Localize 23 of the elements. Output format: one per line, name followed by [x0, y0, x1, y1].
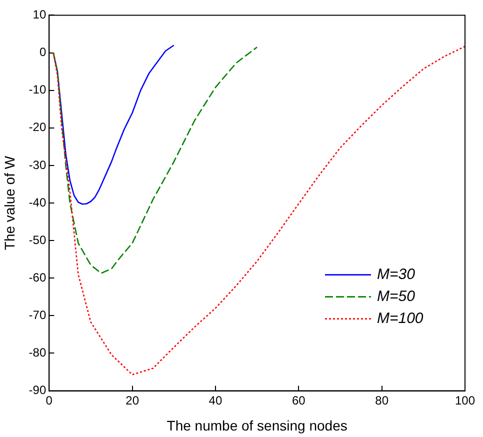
- y-tick-label: -20: [28, 120, 46, 134]
- y-tick-label: -70: [28, 308, 46, 322]
- y-tick-label: -80: [28, 346, 46, 360]
- x-tick-label: 80: [375, 393, 389, 408]
- y-tick-label: -60: [28, 270, 46, 284]
- y-tick-label: 10: [32, 8, 46, 22]
- y-tick-label: -50: [28, 232, 46, 247]
- y-tick-label: -30: [28, 158, 46, 172]
- line-series: [52, 46, 258, 274]
- y-tick-label: 0: [39, 45, 46, 60]
- x-tick-label: 40: [208, 393, 222, 408]
- legend-label: M=100: [376, 310, 424, 327]
- x-axis-title: The numbe of sensing nodes: [166, 417, 348, 434]
- y-axis-title: The value of W: [1, 155, 18, 250]
- x-tick-label: 100: [454, 393, 476, 408]
- y-tick-label: -40: [28, 195, 46, 210]
- legend-label: M=50: [376, 288, 416, 305]
- y-tick-label: -10: [28, 82, 46, 97]
- legend-label: M=30: [376, 266, 416, 283]
- x-tick-label: 20: [126, 393, 140, 408]
- y-tick-label: -90: [28, 383, 46, 398]
- line-series: [52, 46, 465, 376]
- x-tick-label: 60: [292, 393, 306, 408]
